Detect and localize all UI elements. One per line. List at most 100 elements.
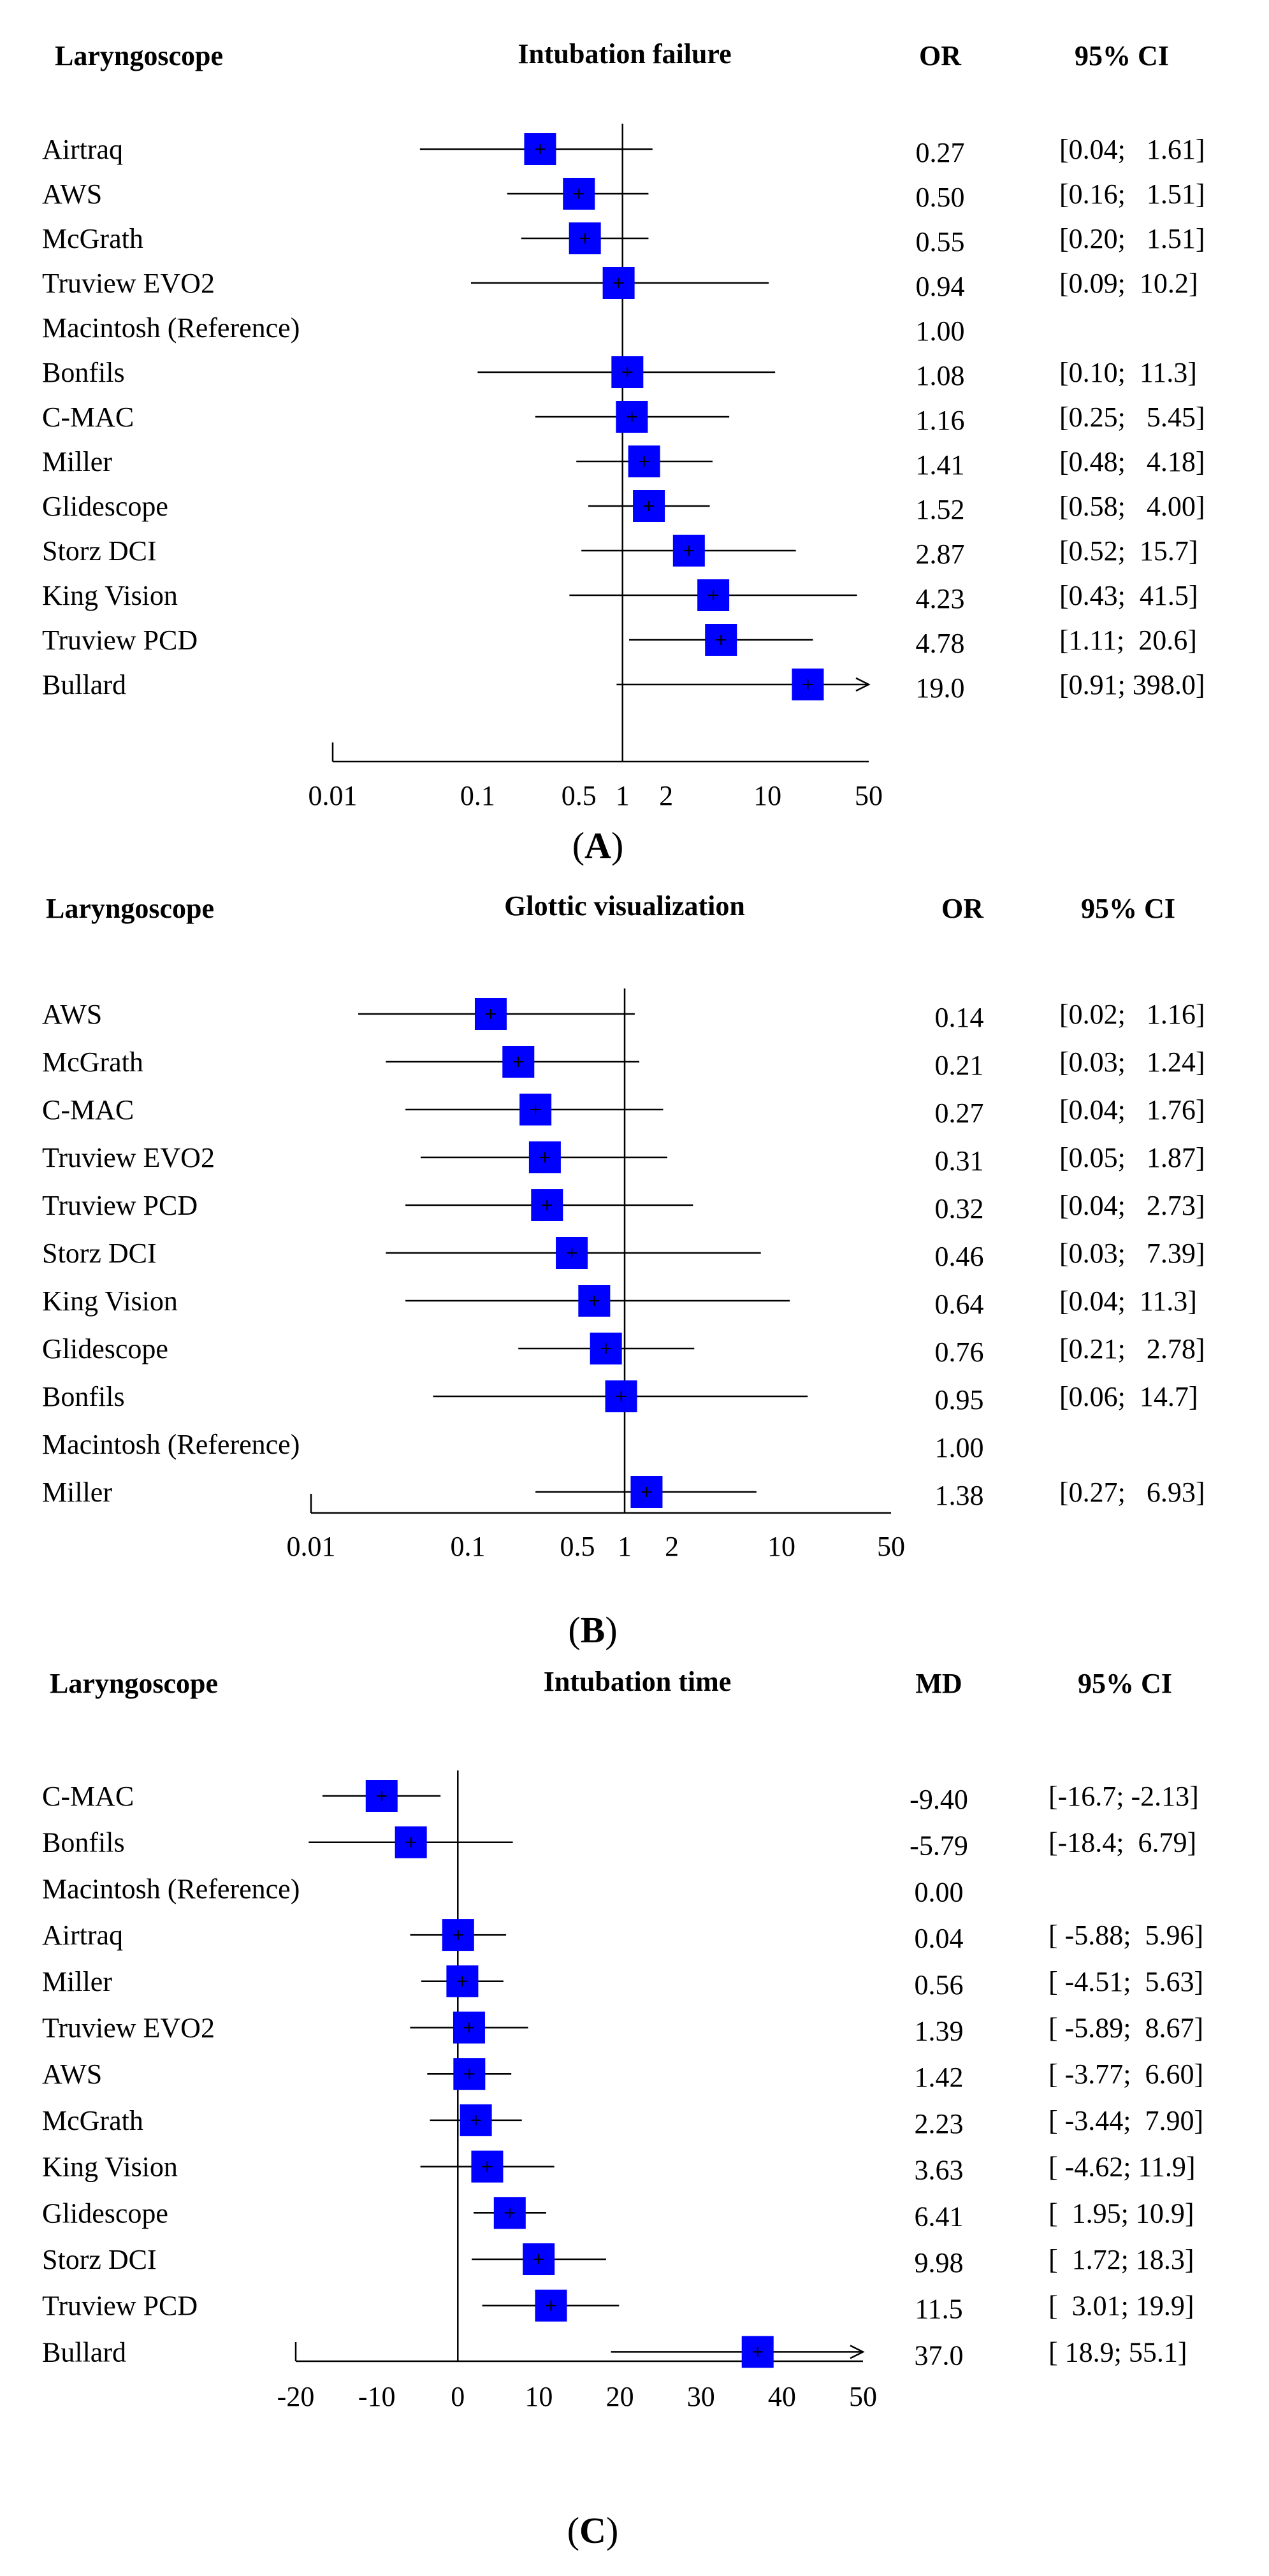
- row-estimate: 0.27: [916, 137, 965, 168]
- row-ci: [0.02; 1.16]: [1059, 999, 1205, 1030]
- panel-c: Laryngoscope Intubation time MD 95% CI -…: [42, 1666, 1203, 2551]
- x-tick-label: 30: [687, 2381, 715, 2412]
- row-label: McGrath: [42, 2105, 143, 2136]
- row-ci: [ 1.72; 18.3]: [1048, 2244, 1194, 2275]
- row-estimate: 0.94: [916, 271, 965, 302]
- x-tick-label: 2: [659, 780, 673, 811]
- x-tick-label: 0: [451, 2381, 465, 2412]
- row-ci: [ -5.88; 5.96]: [1048, 1920, 1203, 1951]
- row-estimate: 1.52: [916, 494, 965, 525]
- ci-arrow: [855, 677, 871, 692]
- panel-b-plot: 0.01 0.1 0.5 1 2 10 50 AWS 0.14 [0.02; 1.16] McGra…: [42, 988, 1205, 1562]
- row-estimate: 1.41: [916, 449, 965, 481]
- row-label: McGrath: [42, 1046, 143, 1078]
- row-estimate: 0.21: [935, 1050, 984, 1081]
- row-label: Truview EVO2: [42, 1142, 215, 1173]
- row-ci: [-18.4; 6.79]: [1048, 1827, 1196, 1858]
- row-label: Macintosh (Reference): [42, 312, 300, 344]
- row-ci: [ 18.9; 55.1]: [1048, 2336, 1187, 2368]
- x-tick-label: 0.01: [287, 1531, 336, 1562]
- row-ci: [0.52; 15.7]: [1059, 535, 1198, 567]
- row-label: King Vision: [42, 1285, 178, 1317]
- row-ci: [0.58; 4.00]: [1059, 491, 1205, 522]
- panel-b-letter: B: [581, 1609, 605, 1651]
- panel-a-header-title: Intubation failure: [518, 38, 731, 69]
- x-tick-label: 10: [767, 1531, 795, 1562]
- row-ci: [ 3.01; 19.9]: [1048, 2290, 1194, 2322]
- row-ci: [0.25; 5.45]: [1059, 402, 1205, 433]
- row-label: C-MAC: [42, 1781, 134, 1812]
- row-label: AWS: [42, 178, 102, 210]
- row-estimate: 0.55: [916, 226, 965, 257]
- row-ci: [0.04; 2.73]: [1059, 1190, 1205, 1221]
- row-ci: [ -5.89; 8.67]: [1048, 2013, 1203, 2044]
- panel-c-header-title: Intubation time: [544, 1666, 732, 1697]
- row-ci: [0.04; 1.61]: [1059, 134, 1205, 165]
- row-ci: [0.09; 10.2]: [1059, 268, 1198, 299]
- row-estimate: 0.27: [935, 1097, 984, 1129]
- row-estimate: 0.50: [916, 182, 965, 213]
- row-label: Truview PCD: [42, 1190, 198, 1221]
- row-ci: [ -4.51; 5.63]: [1048, 1966, 1203, 1997]
- panel-b-header-laryngoscope: Laryngoscope: [46, 893, 214, 924]
- panel-c-letter: C: [579, 2510, 606, 2551]
- panel-b-label: (B): [568, 1609, 617, 1651]
- row-ci: [0.04; 1.76]: [1059, 1094, 1205, 1125]
- x-tick-label: -10: [358, 2381, 396, 2412]
- row-estimate: 0.31: [935, 1145, 984, 1176]
- row-ci: [ -3.44; 7.90]: [1048, 2105, 1203, 2136]
- row-estimate: 19.0: [916, 672, 965, 704]
- row-ci: [0.03; 7.39]: [1059, 1238, 1205, 1269]
- row-label: Bonfils: [42, 1827, 125, 1858]
- panel-b-header-or: OR: [941, 893, 984, 924]
- row-label: Bonfils: [42, 357, 125, 388]
- row-estimate: 9.98: [915, 2247, 964, 2278]
- row-estimate: 11.5: [915, 2294, 962, 2325]
- x-tick-label: 2: [665, 1531, 679, 1562]
- x-tick-label: 0.5: [560, 1531, 595, 1562]
- row-ci: [1.11; 20.6]: [1059, 625, 1197, 656]
- x-tick-label: 0.5: [562, 780, 597, 811]
- x-tick-label: 10: [525, 2381, 553, 2412]
- row-label: AWS: [42, 2059, 102, 2090]
- row-estimate: 0.56: [915, 1969, 964, 2001]
- row-ci: [0.05; 1.87]: [1059, 1142, 1205, 1173]
- row-ci: [0.27; 6.93]: [1059, 1477, 1205, 1508]
- row-label: Airtraq: [42, 134, 123, 165]
- row-estimate: 6.41: [915, 2201, 964, 2232]
- panel-a-plot: 0.01 0.1 0.5 1 2 10 50 Airtraq 0.27 [0.04; 1.61] A…: [42, 124, 1205, 811]
- row-estimate: 2.87: [916, 539, 965, 570]
- row-label: AWS: [42, 999, 102, 1030]
- row-estimate: 0.64: [935, 1289, 984, 1320]
- panel-a: Laryngoscope Intubation failure OR 95% C…: [42, 38, 1205, 866]
- x-tick-label: 20: [606, 2381, 634, 2412]
- row-estimate: 0.04: [915, 1923, 964, 1954]
- row-label: Miller: [42, 446, 112, 477]
- row-ci: [0.06; 14.7]: [1059, 1381, 1198, 1412]
- row-label: Glidescope: [42, 491, 168, 522]
- row-label: Glidescope: [42, 2197, 168, 2229]
- row-ci: [0.48; 4.18]: [1059, 446, 1205, 477]
- row-ci: [-16.7; -2.13]: [1048, 1781, 1199, 1812]
- x-tick-label: 0.1: [460, 780, 495, 811]
- panel-c-header-laryngoscope: Laryngoscope: [50, 1668, 218, 1699]
- row-label: Storz DCI: [42, 1238, 157, 1269]
- row-label: Truview EVO2: [42, 2013, 215, 2044]
- row-ci: [0.03; 1.24]: [1059, 1046, 1205, 1078]
- row-estimate: 1.16: [916, 405, 965, 436]
- row-label: McGrath: [42, 223, 143, 254]
- row-estimate: 4.78: [916, 628, 965, 659]
- panel-a-header-or: OR: [919, 40, 962, 71]
- row-estimate: 1.00: [935, 1432, 984, 1463]
- x-tick-label: -20: [277, 2381, 315, 2412]
- row-ci: [0.04; 11.3]: [1059, 1285, 1197, 1317]
- row-label: Storz DCI: [42, 535, 157, 567]
- row-label: Miller: [42, 1966, 112, 1997]
- row-label: C-MAC: [42, 402, 134, 433]
- row-estimate: -5.79: [910, 1830, 968, 1862]
- panel-a-header-laryngoscope: Laryngoscope: [55, 40, 223, 71]
- row-ci: [0.91; 398.0]: [1059, 669, 1205, 700]
- row-estimate: 4.23: [916, 583, 965, 614]
- row-estimate: 0.46: [935, 1241, 984, 1272]
